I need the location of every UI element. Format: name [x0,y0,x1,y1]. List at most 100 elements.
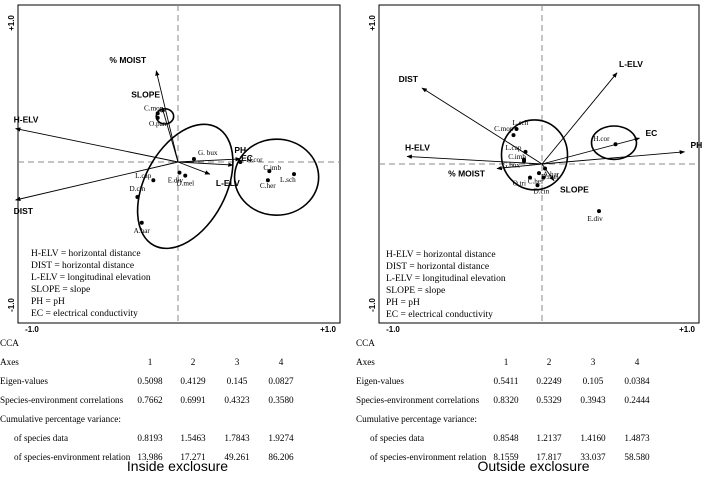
table-cell: 33.037 [580,452,606,462]
table-row-label: Cumulative percentage variance: [0,414,121,424]
legend-entry: SLOPE = slope [386,286,445,296]
species-point-l-sch [514,127,519,132]
tick-label-y-min: -1.0 [368,298,377,312]
species-label-a-har: A.har [543,171,560,179]
table-cell: 17.817 [536,452,562,462]
table-cell: 0.3943 [580,395,606,405]
cca-biplot-outside: -1.0 +1.0 +1.0 -1.0 DIST L-ELV H-ELV % MOIST EC P… [368,4,703,334]
species-label-e-div: E.div [168,177,184,185]
species-label-d-mel: D.mel [541,173,559,181]
table-cell: 0.3580 [268,395,294,405]
species-label-h-cor: H.cor [246,156,263,164]
vector-label-ph: PH [234,145,246,155]
tick-label-y-min: -1.0 [7,298,16,312]
table-cell: 0.4129 [180,376,206,386]
species-label-g-bux: G.bux [502,161,520,169]
species-label-o-pan: O.pan [149,120,167,128]
table-cell: 1.4873 [624,433,650,443]
species-label-d-mel: D.mel [176,180,194,188]
table-row-label: Eigen-values [0,376,48,386]
vector-label-ph: PH [691,140,703,150]
table-cell: 0.5098 [137,376,163,386]
table-axis-number: 4 [634,357,640,367]
vector-ec [177,161,234,167]
panel-inside-exclosure: -1.0 +1.0 +1.0 -1.0% MOIST SLOPE H-ELV DIST PH E… [0,0,355,481]
species-label-d-cin: D.cin [534,187,550,195]
table-cell: 0.8320 [493,395,519,405]
species-point-l-cap [523,149,528,154]
species-point-c-her [265,178,270,183]
table-cell: 0.2444 [624,395,650,405]
vector-label-ec: EC [646,128,658,138]
table-cell: 0.6991 [180,395,206,405]
vector-label-h-elv: H-ELV [14,115,39,125]
table-cell: 0.7662 [137,395,163,405]
table-cell: 86.206 [268,452,294,462]
species-point-l-sch [292,172,296,177]
table-cell: 0.0384 [624,376,650,386]
vector-pct-moist [496,163,543,171]
vector-h-elv [15,127,179,163]
table-cell: 0.8548 [493,433,519,443]
vector-label-slope: SLOPE [560,185,589,195]
caption-inside: Inside exclosure [126,458,229,474]
table-axes-header: Axes [0,357,19,367]
species-label-g-bux: G. bux [198,149,218,157]
species-label-l-cap: L.cap [505,144,522,152]
legend-entry: PH = pH [31,297,65,307]
species-point-c-mop [155,111,160,116]
species-point-g-bux [522,157,526,162]
legend-entry: SLOPE = slope [31,285,90,295]
species-point-c-her [541,175,546,180]
vector-l-elv [177,161,211,175]
table-method-label: CCA [356,338,375,348]
species-point-a-har [543,166,547,171]
table-cell: 0.8193 [137,433,163,443]
species-point-a-har [139,220,144,225]
vector-label-pct-moist: % MOIST [109,55,147,65]
species-label-a-har: A.har [134,227,151,235]
species-label-l-sch: L.sch [513,119,529,127]
species-point-g-bux [191,156,196,161]
species-point-o-tri [528,175,532,180]
species-label-c-mop: C.mop [494,125,514,133]
table-row-label: Cumulative percentage variance: [356,414,477,424]
legend-entry: DIST = horizontal distance [31,261,134,271]
group-ellipse-2 [136,123,234,250]
vector-label-pct-moist: % MOIST [448,169,486,179]
tick-label-x-max: +1.0 [679,325,695,334]
vector-label-l-elv: L-ELV [216,178,240,188]
species-label-d-cin: D.cin [130,185,146,193]
table-cell: 1.2137 [536,433,562,443]
species-point-c-imb [267,169,272,174]
tick-label-x-max: +1.0 [320,325,336,334]
legend-entry: EC = electrical conductivity [386,310,493,320]
species-point-d-cin [135,194,140,199]
table-method-label: CCA [0,338,19,348]
table-row-label: of species data [14,433,69,443]
species-label-o-tri: O.tri [513,180,526,188]
table-axis-number: 4 [278,357,284,367]
cca-biplot-inside: -1.0 +1.0+1.0-1.0% MOISTSLOPEH-ELVDISTPHE… [7,4,341,334]
panel-outside-exclosure: -1.0 +1.0 +1.0 -1.0 DIST L-ELV H-ELV % MOIST EC P… [356,0,711,481]
species-label-c-her: C.her [260,182,276,190]
table-axis-number: 1 [147,357,153,367]
table-row-label: of species-environment relation [14,452,131,462]
legend-entry: L-ELV = longitudinal elevation [386,274,506,284]
table-cell: 0.0827 [268,376,294,386]
species-label-l-sch: L.sch [280,176,296,184]
table-row-label: of species-environment relation [370,452,487,462]
species-point-c-mop [511,133,516,138]
legend-entry: EC = electrical conductivity [31,309,138,319]
table-cell: 17.271 [180,452,206,462]
table-cell: 1.5463 [180,433,206,443]
vector-label-dist: DIST [399,74,419,84]
vector-ec [541,137,641,165]
vector-slope [541,163,555,182]
vector-l-elv [541,72,618,165]
table-cell: 0.4323 [224,395,250,405]
table-cell: 0.5411 [493,376,519,386]
table-cell: 1.9274 [268,433,294,443]
table-axis-number: 1 [503,357,509,367]
table-cell: 8.1559 [493,452,519,462]
